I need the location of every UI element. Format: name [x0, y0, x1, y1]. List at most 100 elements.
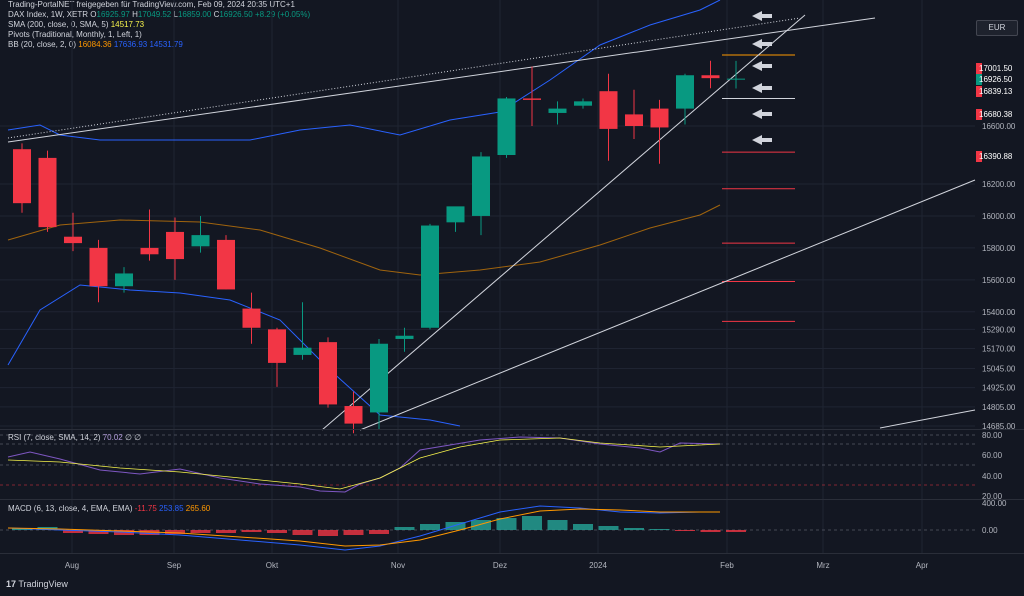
candle-body: [370, 343, 388, 413]
candle-body: [472, 156, 490, 216]
time-tick-label: 2024: [589, 561, 607, 570]
candle-body: [727, 78, 745, 80]
candle-body: [319, 342, 337, 405]
price-tick-label: 15290.00: [982, 325, 1016, 334]
macd-histogram-bar: [216, 530, 236, 533]
price-tick-label: 15800.00: [982, 244, 1016, 253]
candle-body: [242, 308, 261, 328]
trend-line-channel: [359, 179, 976, 431]
sma-row[interactable]: SMA (200, close, 0, SMA, 5) 14517.73: [8, 20, 310, 30]
price-tag: 17001.50: [976, 62, 1012, 74]
macd-histogram-bar: [700, 530, 721, 532]
candle-body: [395, 335, 414, 339]
rsi-legend[interactable]: RSI (7, close, SMA, 14, 2) 70.02 ∅ ∅: [8, 433, 141, 442]
macd-histogram-bar: [267, 530, 287, 533]
bb-row[interactable]: BB (20, close, 2, 0) 16084.36 17636.93 1…: [8, 40, 310, 50]
macd-hist-value: -11.75: [134, 504, 157, 513]
pivots-row[interactable]: Pivots (Traditional, Monthly, 1, Left, 1…: [8, 30, 310, 40]
chart-legend: Trading-PortalNET freigegeben für Tradin…: [8, 0, 310, 50]
ohlc-close: 16926.50: [219, 10, 253, 19]
macd-histogram-bar: [241, 530, 262, 532]
time-tick-label: Feb: [720, 561, 734, 570]
bollinger-bands: [7, 0, 721, 427]
sma-value: 14517.73: [110, 20, 145, 29]
candle-body: [497, 98, 516, 155]
bb-lower-value: 14531.79: [149, 40, 183, 49]
macd-histogram-bar: [165, 530, 185, 534]
macd-legend[interactable]: MACD (6, 13, close, 4, EMA, EMA) -11.75 …: [8, 504, 210, 513]
macd-histogram-bar: [190, 530, 211, 533]
trend-line-rising: [321, 14, 806, 431]
macd-histogram-bar: [547, 520, 568, 530]
bb-upper-value: 17636.93: [113, 40, 148, 49]
macd-histogram-bar: [292, 530, 313, 535]
rsi-tick-label: 80.00: [982, 431, 1003, 440]
price-tick-label: 15170.00: [982, 345, 1016, 354]
macd-histogram-bar: [420, 524, 440, 530]
candlesticks: [13, 60, 745, 434]
macd-histogram-bar: [573, 524, 593, 530]
candle-body: [548, 108, 567, 113]
candle-body: [217, 239, 235, 290]
pivot-arrow-icon: [752, 135, 772, 145]
macd-line-value: 253.85: [159, 504, 184, 513]
time-tick-label: Dez: [493, 561, 507, 570]
candle-body: [599, 91, 618, 129]
tradingview-logo[interactable]: 17 TradingView: [6, 579, 68, 589]
candle-body: [676, 75, 694, 109]
time-tick-label: Okt: [266, 561, 279, 570]
bb-basis-value: 16084.36: [78, 40, 112, 49]
symbol-ohlc-row: DAX Index, 1W, XETR O16925.97 H17049.52 …: [8, 10, 310, 20]
pivot-arrow-icon: [752, 11, 772, 21]
macd-histogram-bar: [369, 530, 389, 534]
price-tick-label: 15045.00: [982, 364, 1016, 373]
price-tag: 16390.88: [976, 151, 1012, 163]
macd-histogram-bar: [522, 516, 542, 530]
title-line: Trading-PortalNET freigegeben für Tradin…: [8, 0, 295, 9]
candle-body: [38, 157, 57, 228]
price-tick-label: 14805.00: [982, 403, 1016, 412]
pivot-arrow-icon: [752, 39, 772, 49]
macd-histogram-bar: [114, 530, 134, 535]
macd-histogram-bar: [37, 527, 58, 530]
currency-button[interactable]: EUR: [976, 20, 1018, 36]
macd-histogram-bar: [394, 527, 415, 530]
candle-body: [293, 347, 312, 355]
rsi-extra: ∅ ∅: [124, 433, 142, 442]
grid-lines: [0, 0, 975, 553]
candle-body: [650, 108, 669, 128]
pane-separator-rsi[interactable]: [0, 429, 1024, 430]
macd-histogram-bar: [343, 530, 364, 535]
bb-basis-line: [7, 204, 721, 276]
pivot-levels: [722, 54, 795, 322]
macd-histogram-bar: [675, 530, 695, 531]
time-tick-label: Apr: [916, 561, 929, 570]
candle-body: [166, 231, 184, 260]
candle-body: [421, 225, 439, 328]
time-tick-label: Mrz: [816, 561, 829, 570]
pivots-label: Pivots (Traditional, Monthly, 1, Left, 1…: [8, 30, 142, 39]
candle-body: [701, 75, 720, 79]
pivot-arrow-icon: [752, 61, 772, 71]
macd-histogram-bar: [726, 530, 746, 532]
macd-histogram-bar: [496, 518, 517, 530]
macd-histogram-bar: [139, 530, 160, 535]
tradingview-icon: 17: [6, 579, 17, 589]
rsi-tick-label: 60.00: [982, 451, 1003, 460]
time-axis: Aug Sep Okt Nov Dez 2024 Feb Mrz Apr: [65, 561, 929, 570]
candle-body: [140, 247, 159, 255]
macd-signal-line: [7, 508, 720, 547]
ohlc-high: 17049.52: [137, 10, 172, 19]
pivot-arrow-icon: [752, 83, 772, 93]
price-tick-label: 15400.00: [982, 308, 1016, 317]
candle-body: [523, 98, 541, 100]
rsi-tick-label: 40.00: [982, 472, 1003, 481]
trend-line-lower: [879, 409, 976, 429]
time-tick-label: Aug: [65, 561, 79, 570]
price-tick-label: 15600.00: [982, 276, 1016, 285]
pane-separator-macd[interactable]: [0, 499, 1024, 500]
ohlc-low: 16859.00: [177, 10, 212, 19]
time-tick-label: Nov: [391, 561, 405, 570]
sma-label: SMA (200, close, 0, SMA, 5): [8, 20, 109, 29]
